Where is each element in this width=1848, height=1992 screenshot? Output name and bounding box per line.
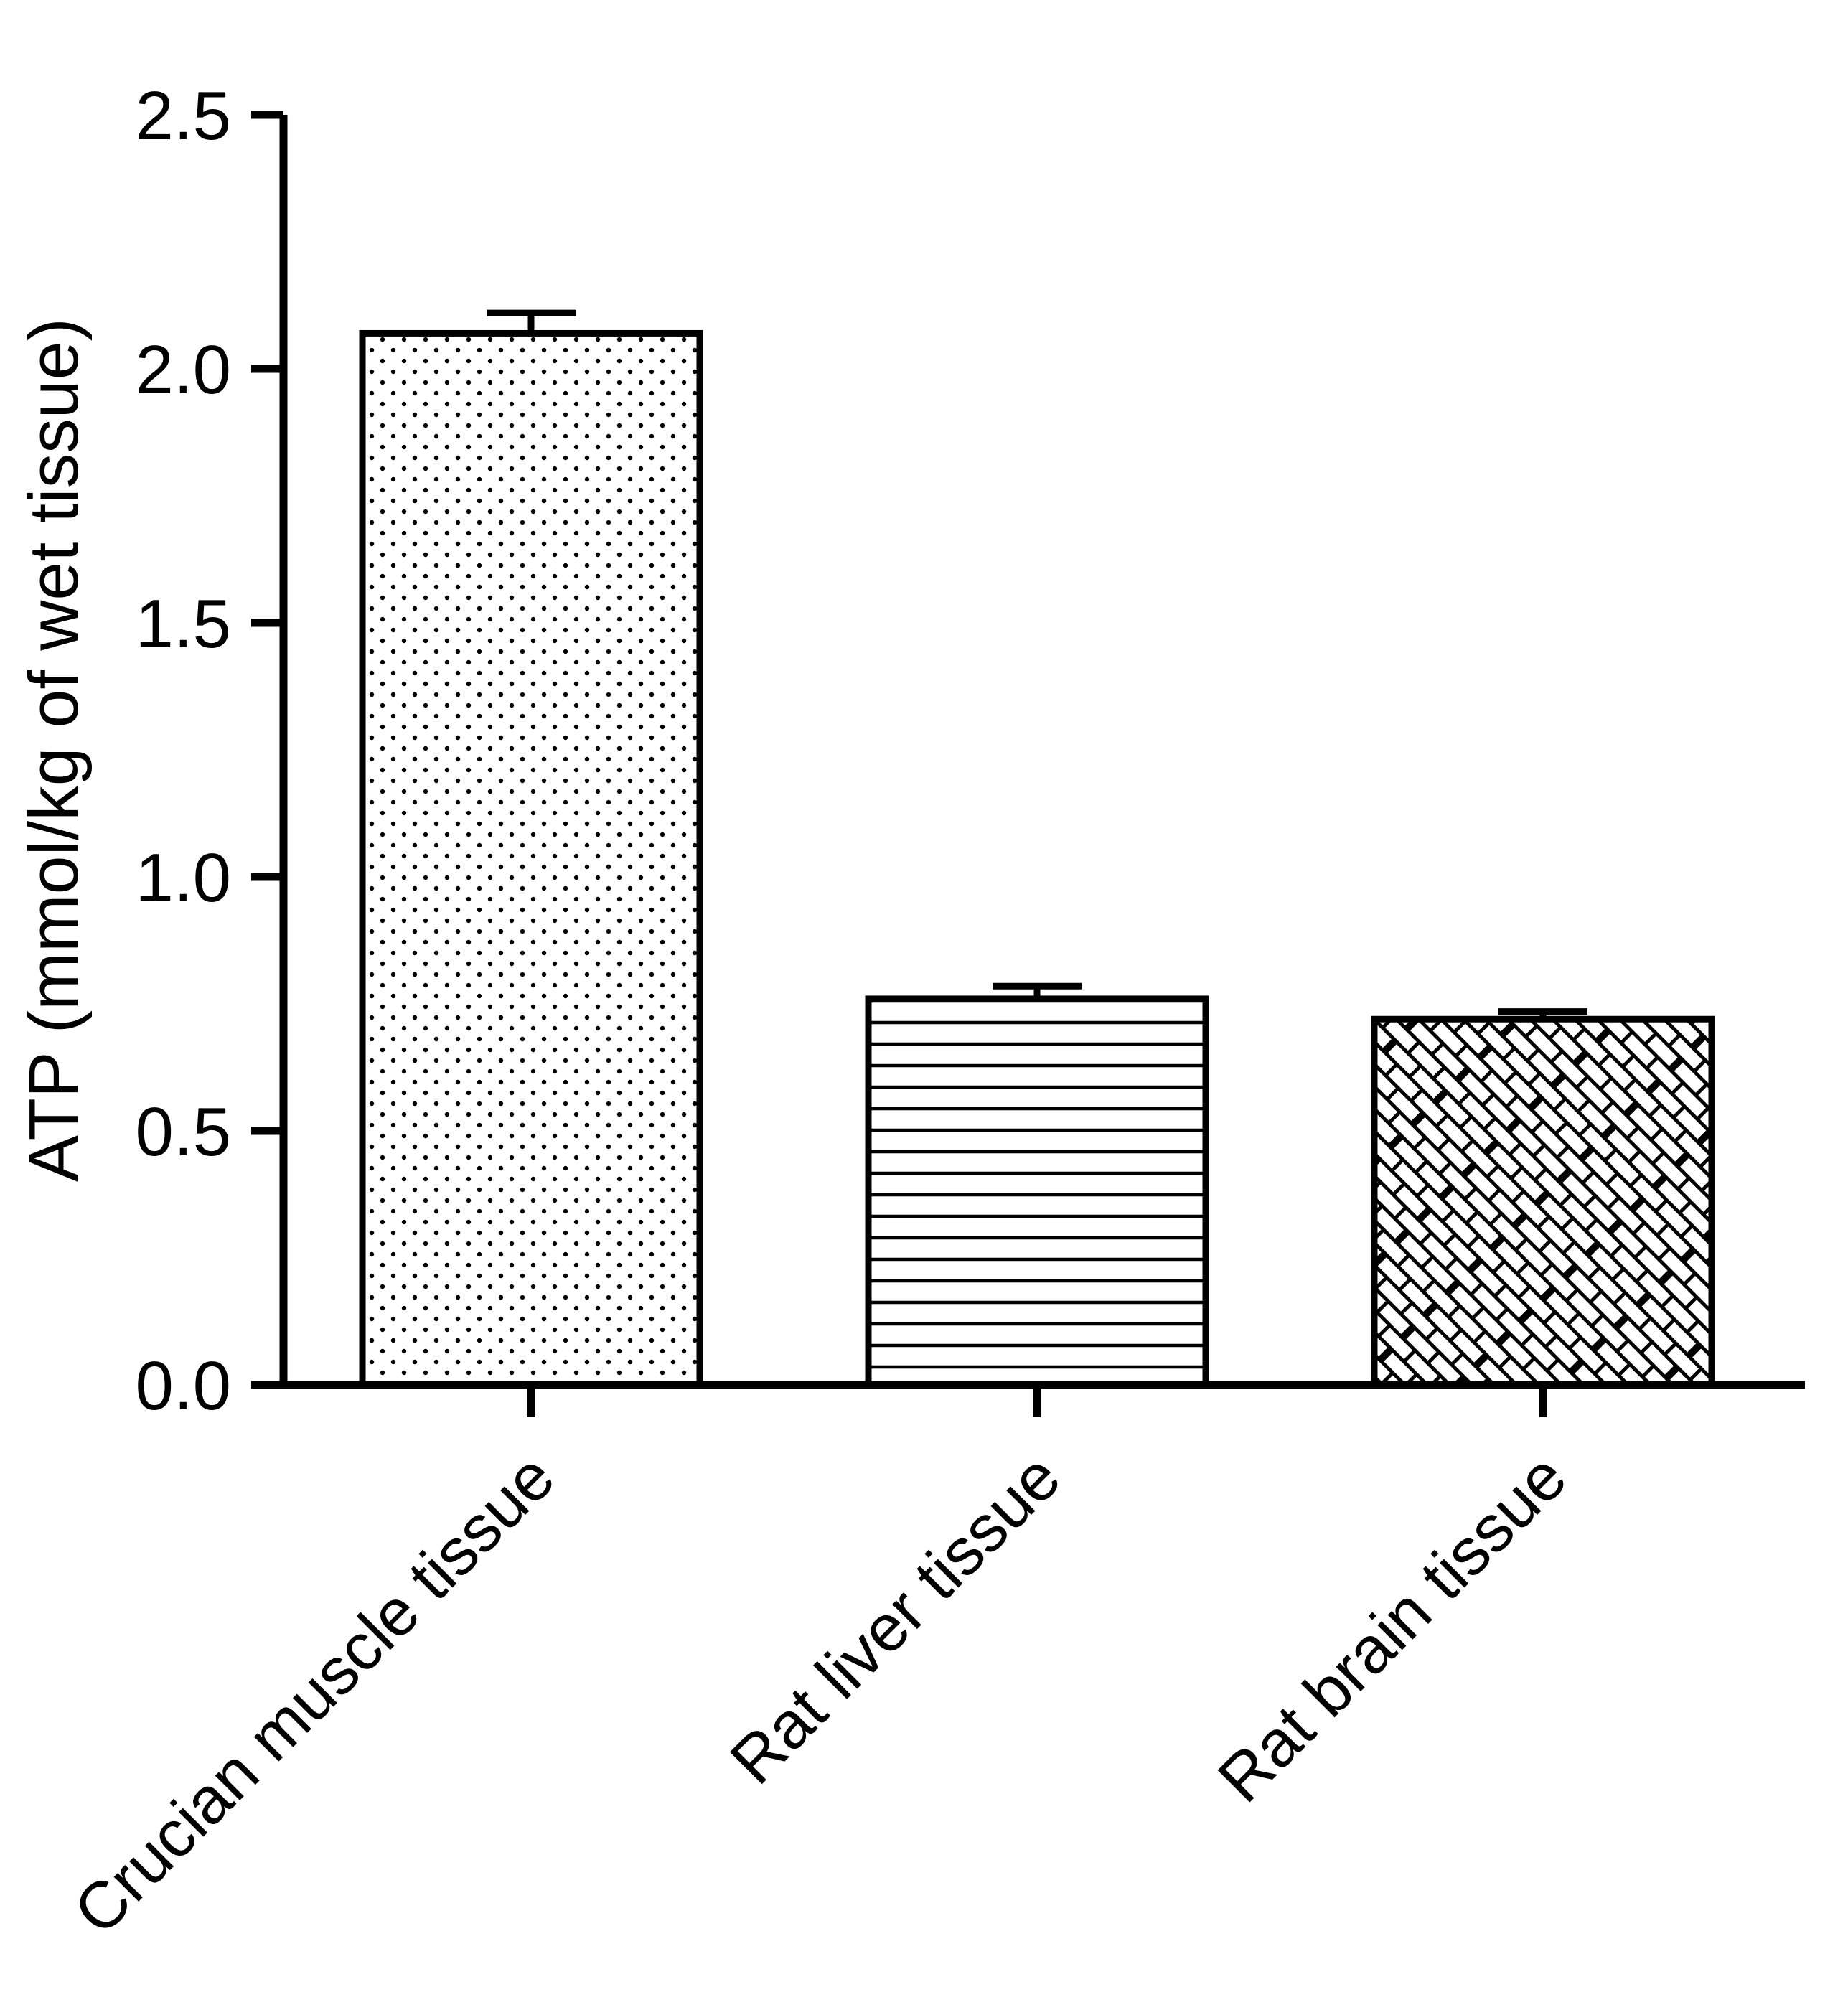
y-tick-label-1.5: 1.5 (136, 586, 231, 662)
x-category-labels-group: Crucian muscle tissue Rat liver tissue Rat… (60, 1440, 1580, 1948)
category-label-rat-brain-tissue: Rat brain tissue (1204, 1440, 1580, 1816)
axes-group (251, 111, 1805, 1417)
y-axis-title: ATP (mmol/kg of wet tissue) (14, 318, 93, 1182)
y-tick-label-2.0: 2.0 (136, 332, 231, 408)
error-bars-group (487, 309, 1587, 1020)
bars-group (359, 329, 1715, 1389)
bar-rat-liver-tissue (865, 995, 1209, 1389)
bar-rat-brain-tissue (1371, 1015, 1715, 1389)
y-tick-labels-group: 0.0 0.5 1.0 1.5 2.0 2.5 (136, 77, 231, 1424)
y-tick-label-1.0: 1.0 (136, 840, 231, 916)
y-tick-label-2.5: 2.5 (136, 77, 231, 154)
bar-crucian-muscle-tissue (359, 329, 703, 1389)
category-label-crucian-muscle-tissue: Crucian muscle tissue (60, 1440, 568, 1948)
y-tick-label-0.5: 0.5 (136, 1094, 231, 1170)
y-tick-label-0.0: 0.0 (136, 1348, 231, 1424)
category-label-rat-liver-tissue: Rat liver tissue (716, 1440, 1074, 1798)
